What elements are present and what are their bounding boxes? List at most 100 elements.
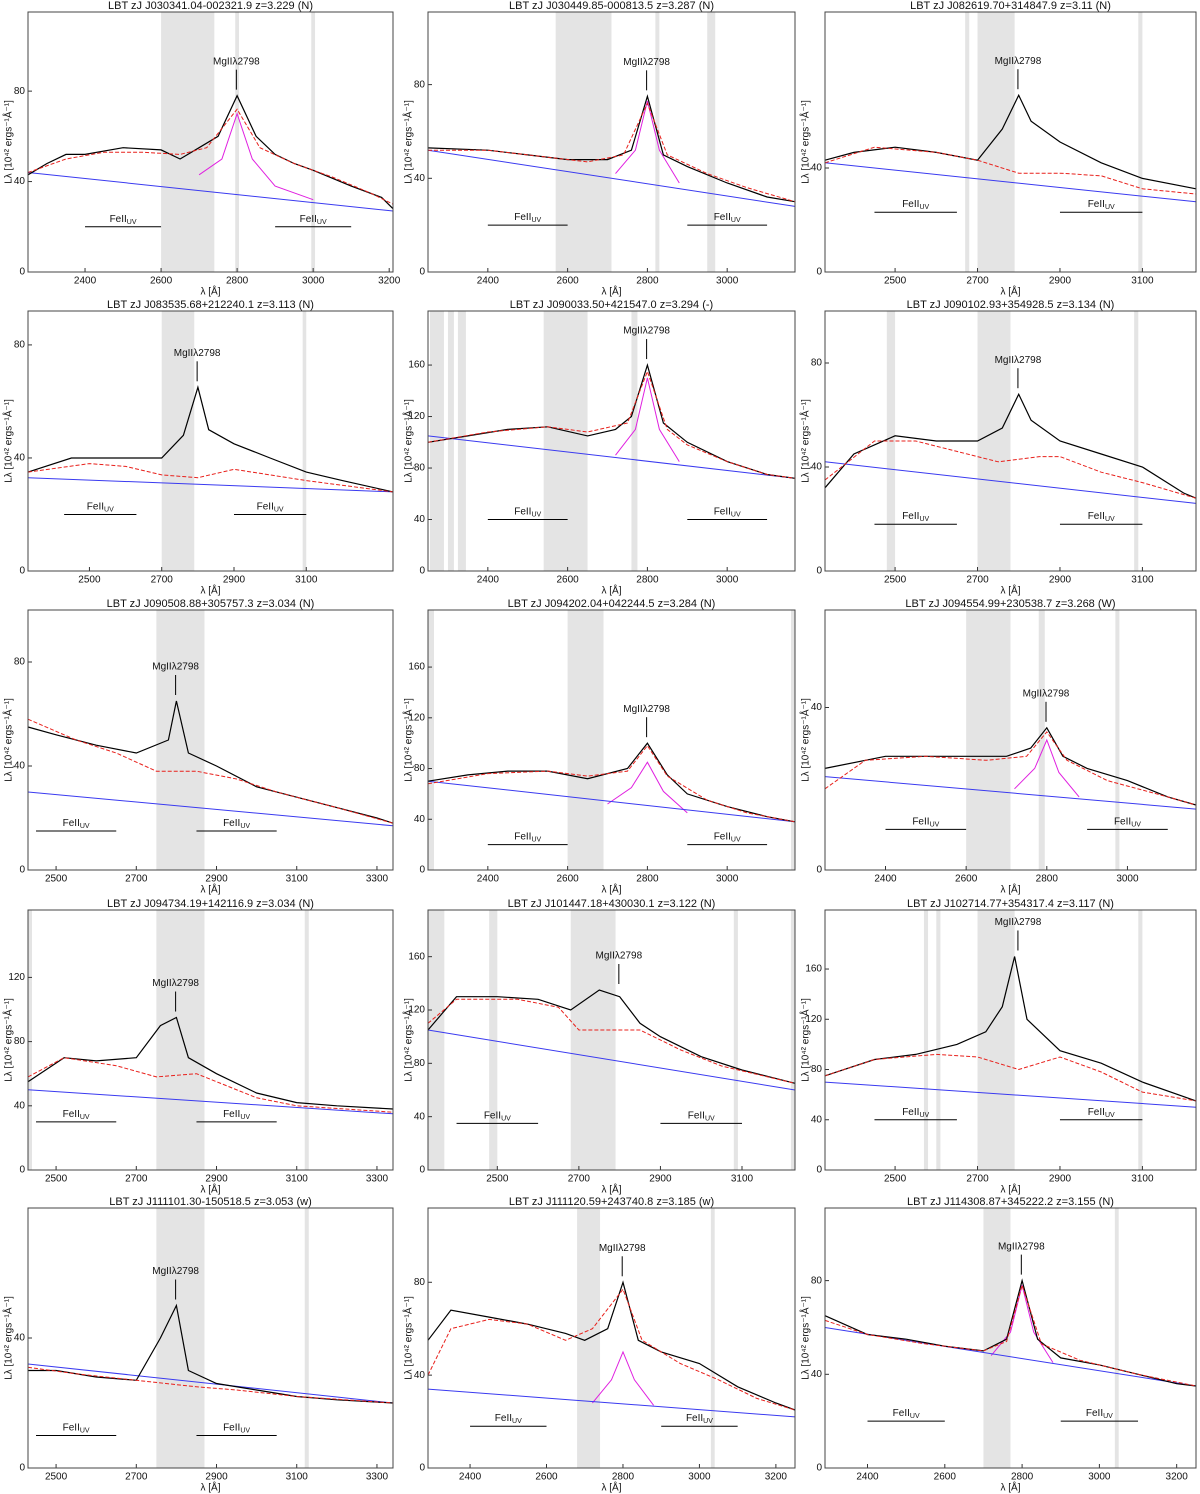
y-tick-label: 80	[414, 1058, 426, 1069]
spectrum-line	[27, 791, 394, 827]
spectrum-line	[27, 172, 394, 212]
spectrum-line	[27, 1089, 394, 1115]
feii-subscript: UV	[919, 204, 929, 211]
spectrum-line	[824, 162, 1197, 203]
feii-subscript: UV	[240, 823, 250, 830]
plot-frame	[27, 310, 394, 572]
y-tick-label: 40	[811, 702, 823, 713]
spectrum-line	[427, 1280, 796, 1411]
x-tick-label: 2400	[874, 874, 897, 885]
y-tick-label: 160	[805, 964, 822, 975]
x-tick-label: 3300	[366, 874, 389, 885]
panel-title: LBT zJ J111101.30-150518.5 z=3.053 (w)	[109, 1196, 312, 1208]
y-axis-label: Lλ [10⁴² ergs⁻¹Å⁻¹]	[2, 100, 15, 184]
y-tick-label: 80	[414, 1277, 426, 1288]
plot-frame	[824, 609, 1197, 871]
masked-region	[791, 610, 795, 870]
x-tick-label: 2700	[966, 276, 989, 287]
feii-label: FeIIUV	[1088, 199, 1115, 211]
feii-subscript: UV	[1105, 204, 1115, 211]
x-tick-label: 3000	[716, 575, 739, 586]
feii-label: FeIIUV	[912, 816, 939, 828]
line-label: MgIIλ2798	[152, 1266, 199, 1277]
x-axis-label: λ [Å]	[1000, 883, 1020, 896]
masked-region	[428, 910, 445, 1170]
x-tick-label: 2700	[966, 575, 989, 586]
feii-name: FeII	[63, 1422, 80, 1433]
plot-frame	[427, 909, 796, 1171]
x-tick-label: 2500	[45, 874, 68, 885]
panel-title: LBT zJ J030449.85-000813.5 z=3.287 (N)	[509, 0, 714, 12]
spectrum-line	[1014, 738, 1080, 798]
masked-region	[1038, 610, 1045, 870]
panel-title: LBT zJ J090033.50+421547.0 z=3.294 (-)	[510, 299, 713, 311]
panel-title: LBT zJ J094734.19+142116.9 z=3.034 (N)	[107, 898, 314, 910]
feii-label: FeIIUV	[223, 1108, 250, 1120]
y-tick-label: 0	[19, 267, 25, 278]
x-tick-label: 3000	[688, 1472, 711, 1483]
feii-name: FeII	[495, 1413, 512, 1424]
feii-name: FeII	[300, 213, 317, 224]
spectrum-line	[824, 956, 1197, 1102]
feii-label: FeIIUV	[484, 1110, 511, 1122]
x-tick-label: 2400	[477, 276, 500, 287]
x-tick-label: 2600	[150, 276, 173, 287]
line-label: MgIIλ2798	[152, 978, 199, 989]
x-tick-label: 2600	[556, 276, 579, 287]
x-tick-label: 2400	[477, 575, 500, 586]
x-tick-label: 3300	[366, 1174, 389, 1185]
y-tick-label: 40	[414, 173, 426, 184]
x-tick-label: 2700	[125, 1174, 148, 1185]
spectrum-line	[427, 149, 796, 207]
panel-title: LBT zJ J090102.93+354928.5 z=3.134 (N)	[907, 299, 1115, 311]
y-tick-label: 80	[414, 79, 426, 90]
feii-subscript: UV	[501, 1115, 511, 1122]
feii-subscript: UV	[80, 1114, 90, 1121]
x-tick-label: 3300	[366, 1472, 389, 1483]
y-tick-label: 120	[805, 1014, 822, 1025]
masked-region	[923, 910, 929, 1170]
feii-subscript: UV	[910, 1413, 920, 1420]
line-label: MgIIλ2798	[623, 704, 670, 715]
spectrum-line	[824, 1053, 1197, 1102]
y-tick-label: 80	[14, 340, 26, 351]
feii-name: FeII	[902, 199, 919, 210]
masked-region	[156, 610, 205, 870]
y-tick-label: 80	[414, 763, 426, 774]
x-axis-label: λ [Å]	[200, 285, 220, 298]
line-label: MgIIλ2798	[152, 662, 199, 673]
x-axis-label: λ [Å]	[1000, 1481, 1020, 1494]
spectrum-line	[27, 1057, 394, 1113]
y-tick-label: 120	[408, 411, 425, 422]
feii-name: FeII	[1114, 816, 1131, 827]
y-tick-label: 0	[816, 1165, 822, 1176]
x-tick-label: 2700	[568, 1174, 591, 1185]
feii-name: FeII	[688, 1110, 705, 1121]
spectrum-line	[27, 1366, 394, 1404]
masked-region	[156, 1208, 205, 1468]
x-tick-label: 2800	[1011, 1472, 1034, 1483]
line-label: MgIIλ2798	[595, 951, 642, 962]
spectrum-line	[824, 731, 1197, 806]
feii-name: FeII	[1088, 199, 1105, 210]
y-tick-label: 120	[8, 972, 25, 983]
x-tick-label: 2800	[612, 1472, 635, 1483]
feii-subscript: UV	[705, 1115, 715, 1122]
x-axis-label: λ [Å]	[1000, 1183, 1020, 1196]
x-tick-label: 3100	[286, 874, 309, 885]
plot-frame	[824, 310, 1197, 572]
x-tick-label: 2500	[884, 276, 907, 287]
feii-name: FeII	[714, 506, 731, 517]
panel-title: LBT zJ J102714.77+354317.4 z=3.117 (N)	[907, 898, 1114, 910]
feii-name: FeII	[893, 1408, 910, 1419]
feii-name: FeII	[1086, 1408, 1103, 1419]
feii-label: FeIIUV	[514, 506, 541, 518]
spectrum-line	[615, 377, 680, 462]
y-axis-label: Lλ [10⁴² ergs⁻¹Å⁻¹]	[799, 1296, 812, 1380]
panel-title: LBT zJ J094554.99+230538.7 z=3.268 (W)	[905, 598, 1115, 610]
masked-region	[28, 910, 33, 1170]
